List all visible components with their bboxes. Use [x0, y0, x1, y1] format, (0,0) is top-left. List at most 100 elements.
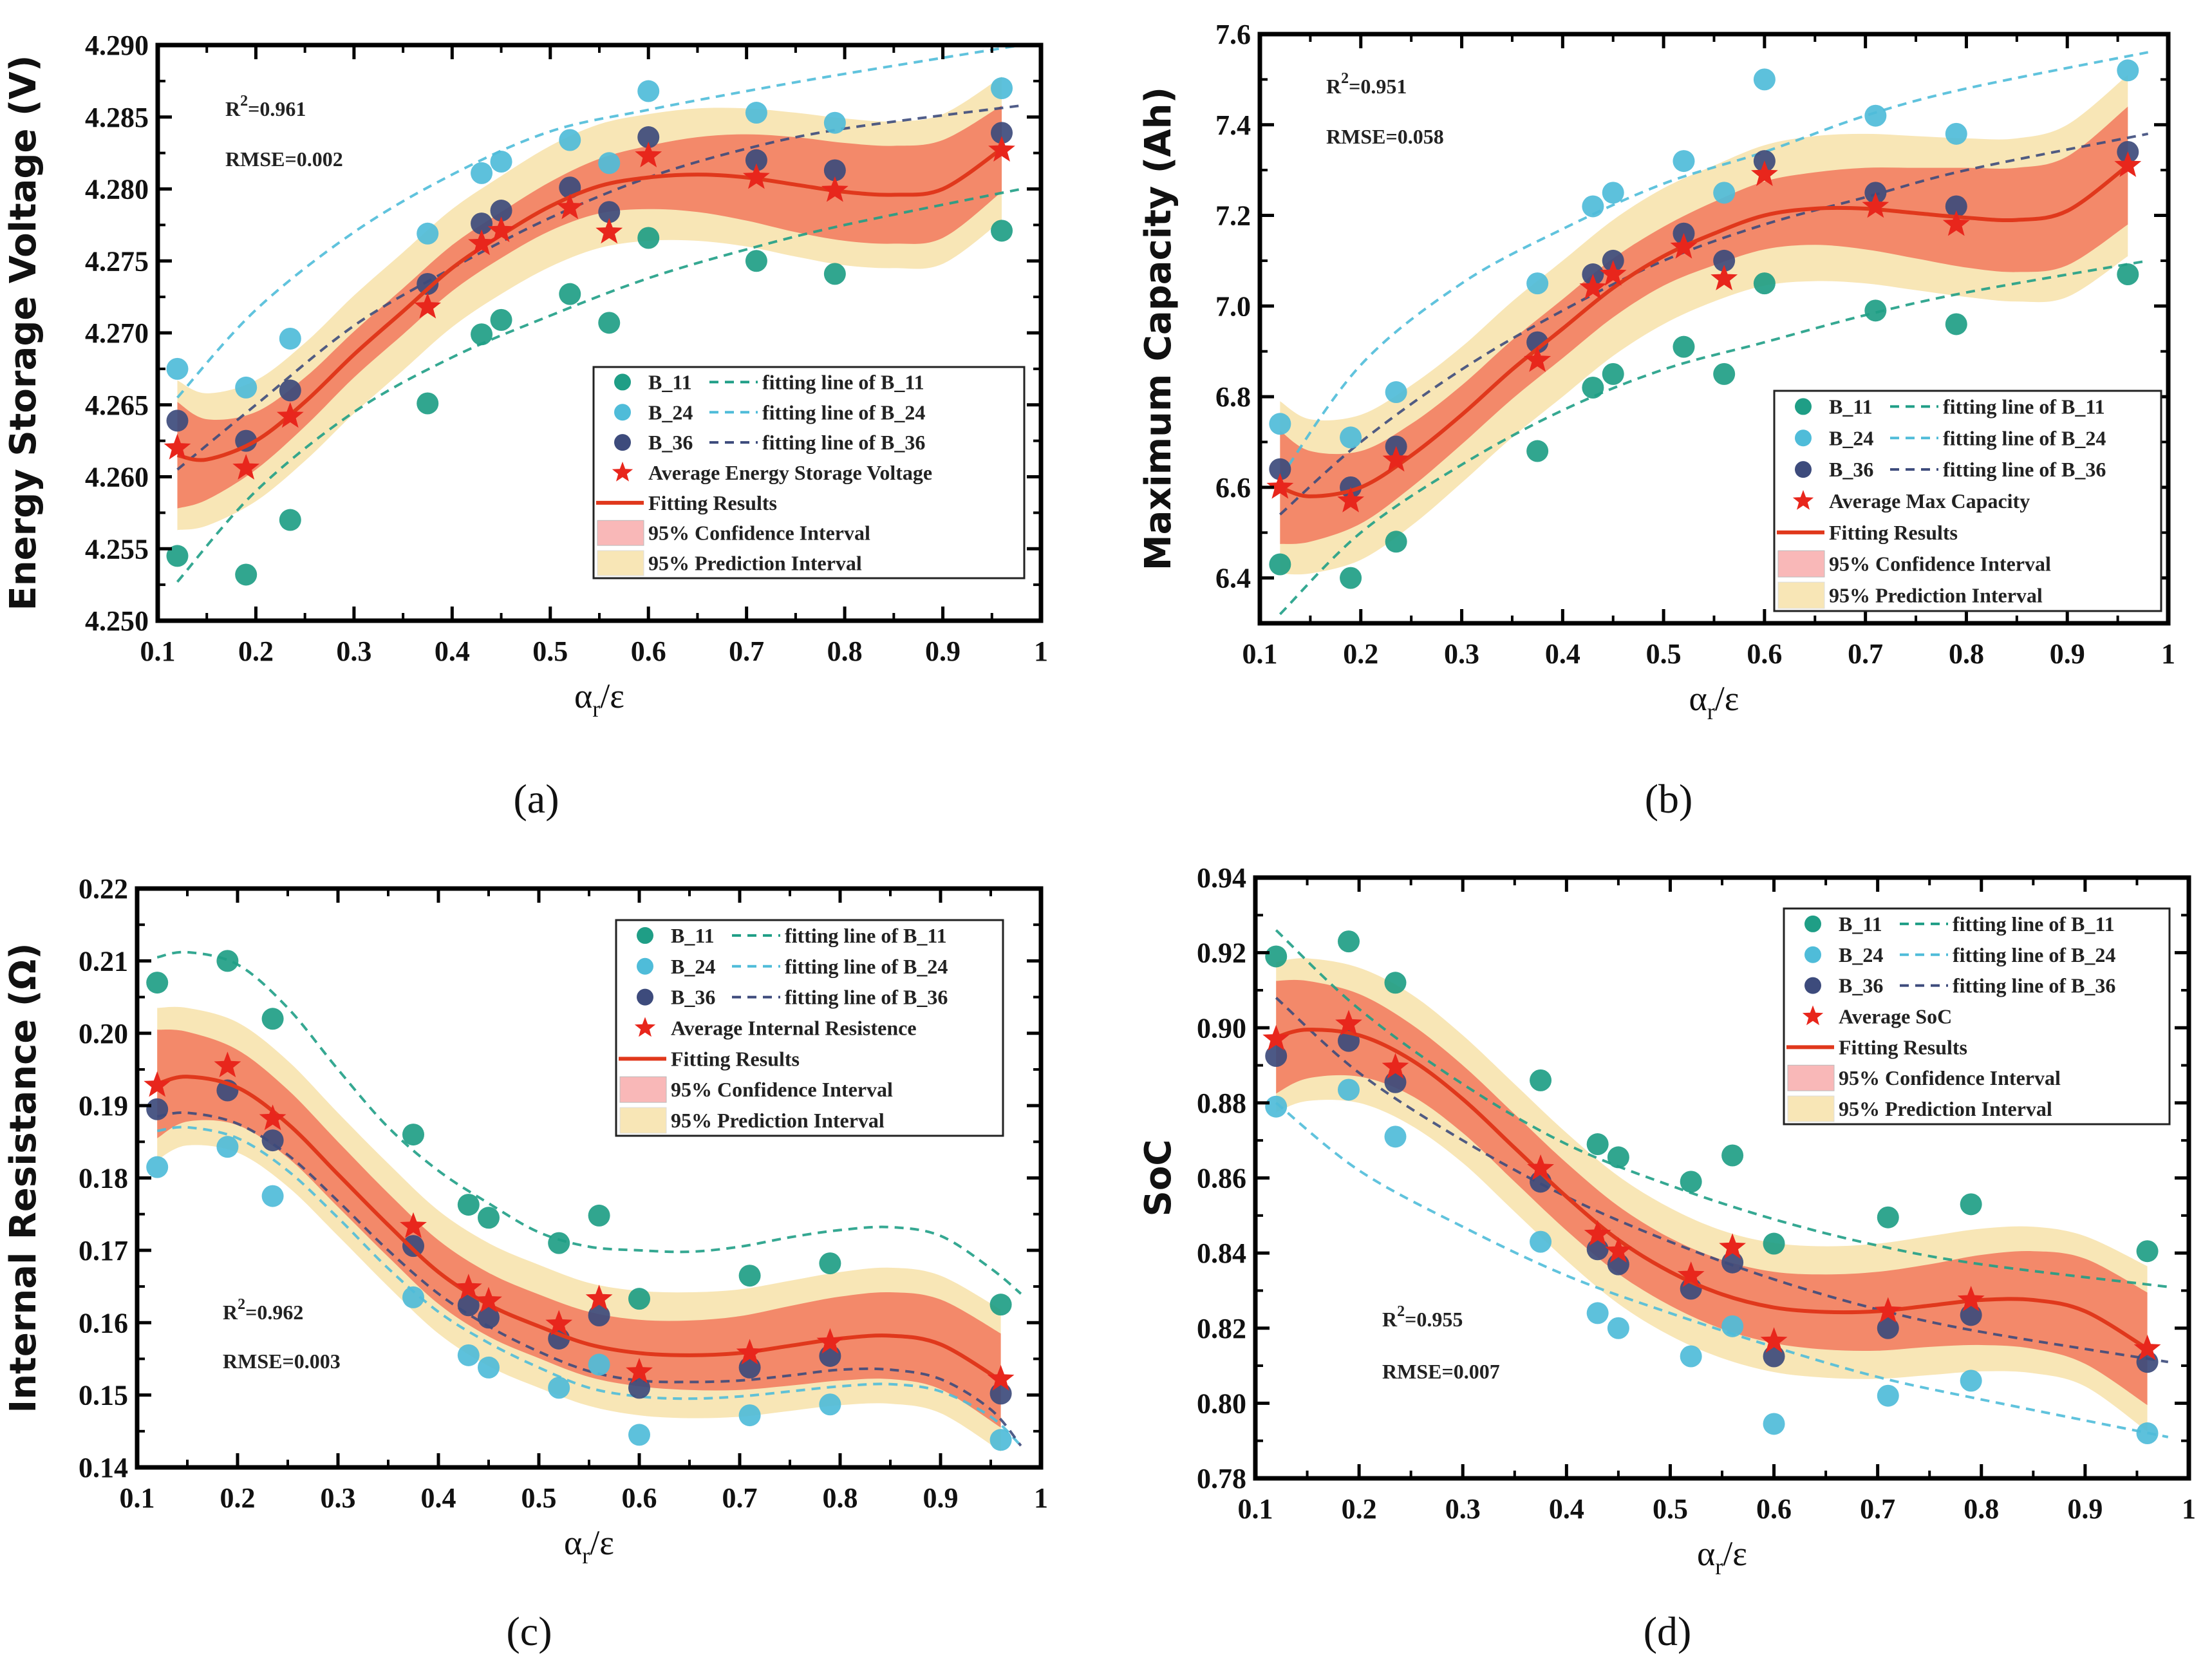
point-b11 [402, 1124, 424, 1146]
legend-marker-b24 [1795, 429, 1812, 447]
legend-label-b24: B_24 [1839, 943, 1883, 966]
point-b24 [1385, 381, 1407, 404]
x-tick-label: 0.2 [1342, 1493, 1377, 1525]
point-b36 [471, 212, 493, 235]
average-star [1579, 274, 1607, 299]
point-b11 [823, 263, 846, 285]
y-tick-label: 4.255 [85, 533, 149, 565]
plot-area [1262, 929, 2169, 1445]
x-axis-title-rest: /ε [590, 1523, 614, 1562]
r-squared-annotation: R2=0.951 [1326, 70, 1407, 98]
panel-label: (a) [513, 776, 559, 822]
point-b24 [1265, 1095, 1288, 1118]
legend-label-fit11: fitting line of B_11 [762, 370, 924, 393]
point-b11 [1269, 553, 1291, 576]
x-tick-label: 0.3 [321, 1482, 356, 1514]
legend-label-fit36: fitting line of B_36 [1953, 974, 2115, 997]
point-b24 [738, 1404, 761, 1427]
point-b24 [745, 102, 767, 124]
legend-label-average: Average Max Capacity [1829, 489, 2030, 513]
point-b11 [235, 563, 258, 586]
point-b11 [417, 392, 439, 415]
point-b24 [1673, 150, 1695, 173]
x-tick-label: 0.7 [1860, 1493, 1895, 1525]
point-b36 [478, 1306, 500, 1329]
r2-superscript: 2 [1397, 1303, 1405, 1320]
y-tick-label: 0.16 [79, 1307, 128, 1339]
point-b36 [598, 201, 621, 223]
point-b11 [166, 545, 189, 567]
point-b36 [628, 1377, 650, 1399]
point-b11 [1864, 299, 1887, 322]
legend-label-fit: Fitting Results [648, 491, 777, 514]
point-b36 [1586, 1238, 1609, 1261]
legend-label-fit36: fitting line of B_36 [785, 986, 948, 1009]
legend-label-fit24: fitting line of B_24 [1953, 943, 2115, 966]
y-axis-title: Internal Resistance (Ω) [3, 943, 44, 1413]
y-tick-label: 0.15 [79, 1380, 128, 1411]
point-b11 [738, 1265, 761, 1287]
y-axis-title: SoC [1138, 1140, 1179, 1217]
point-b24 [216, 1136, 239, 1158]
confidence-interval-band [177, 105, 1002, 509]
legend-marker-b24 [614, 404, 631, 421]
legend-ci-swatch [1787, 1064, 1835, 1091]
x-tick-label: 0.4 [1549, 1493, 1584, 1525]
r2-value: =0.955 [1405, 1308, 1463, 1331]
point-b11 [559, 283, 581, 305]
average-star [545, 1310, 573, 1336]
point-b11 [637, 227, 660, 249]
legend-box [615, 919, 1004, 1137]
legend-label-b36: B_36 [671, 986, 715, 1009]
x-tick-label: 0.7 [1848, 638, 1883, 670]
legend-ci-swatch [597, 520, 644, 546]
point-b11 [457, 1194, 480, 1216]
legend-label-b24: B_24 [671, 955, 715, 978]
legend-label-fit11: fitting line of B_11 [785, 924, 947, 947]
y-tick-label: 4.250 [85, 605, 149, 637]
r2-superscript: 2 [1341, 70, 1349, 87]
point-b11 [478, 1207, 500, 1229]
legend-marker-b24 [637, 957, 653, 975]
r2-superscript: 2 [238, 1296, 245, 1313]
x-tick-label: 0.8 [1949, 638, 1984, 670]
average-star [1337, 487, 1364, 513]
point-b11 [1526, 440, 1549, 462]
point-b24 [1526, 272, 1549, 295]
point-b24 [1713, 182, 1736, 204]
legend-pi-swatch [619, 1107, 667, 1134]
x-axis-title: αr/ε [574, 677, 624, 722]
legend-label-fit: Fitting Results [1839, 1035, 1967, 1059]
fitting-results-curve [1279, 164, 2130, 498]
point-b11 [588, 1204, 610, 1227]
legend-label-ci: 95% Confidence Interval [1829, 552, 2051, 576]
fitting-line-b24 [1275, 1102, 2169, 1438]
point-b24 [471, 162, 493, 184]
average-star [1942, 210, 1970, 236]
plot-area [1266, 51, 2149, 616]
average-star [736, 1339, 764, 1365]
x-tick-label: 0.7 [722, 1482, 758, 1514]
average-star [635, 142, 662, 167]
plot-area [164, 45, 1022, 586]
fitting-results-curve [156, 1075, 1002, 1382]
point-b24 [1864, 104, 1887, 127]
point-b24 [823, 111, 846, 134]
point-b36 [588, 1304, 610, 1327]
legend-label-fit24: fitting line of B_24 [762, 400, 925, 424]
x-tick-label: 1 [1034, 1482, 1048, 1514]
point-b24 [2117, 59, 2139, 82]
point-b11 [548, 1232, 570, 1254]
point-b24 [1602, 182, 1624, 204]
point-b11 [2117, 263, 2139, 286]
point-b24 [1340, 426, 1362, 449]
point-b11 [1530, 1069, 1552, 1091]
point-b11 [1384, 972, 1407, 994]
y-axis-title: Maximum Capacity (Ah) [1138, 87, 1179, 570]
legend-label-b36: B_36 [1829, 458, 1873, 481]
y-tick-label: 7.2 [1215, 200, 1251, 232]
x-tick-label: 0.8 [823, 1482, 858, 1514]
fitting-line-b24 [176, 45, 1022, 399]
x-tick-label: 0.2 [238, 636, 274, 667]
legend-label-b36: B_36 [648, 431, 693, 454]
